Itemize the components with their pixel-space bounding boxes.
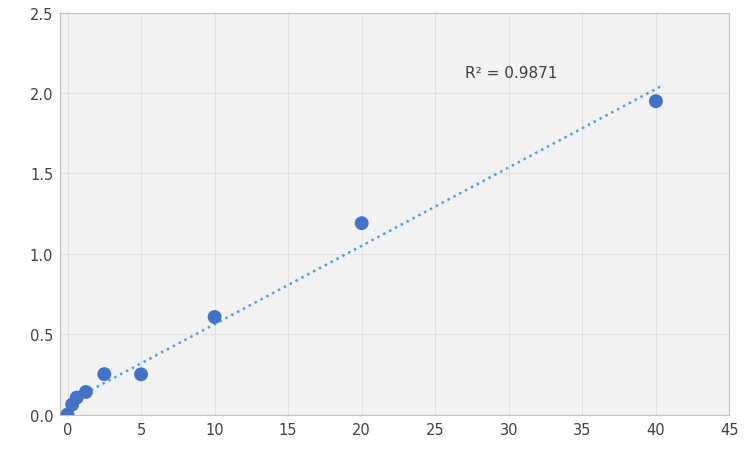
Point <box>356 220 368 227</box>
Point <box>66 401 78 408</box>
Point <box>650 98 662 106</box>
Point <box>99 371 111 378</box>
Point <box>62 411 74 418</box>
Text: R² = 0.9871: R² = 0.9871 <box>465 66 557 81</box>
Point <box>71 394 83 401</box>
Point <box>80 388 92 396</box>
Point <box>208 314 220 321</box>
Point <box>135 371 147 378</box>
